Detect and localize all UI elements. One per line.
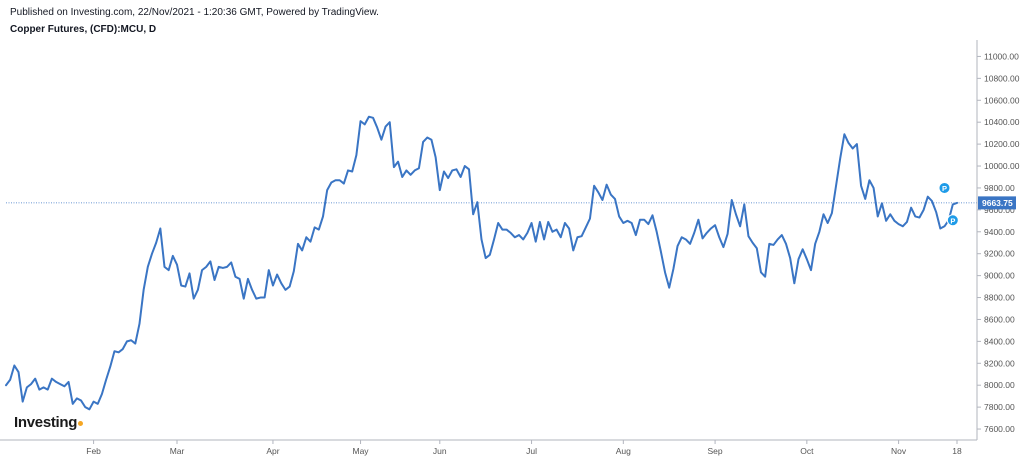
x-tick-label: Oct (800, 446, 814, 456)
y-tick-label: 8600.00 (984, 314, 1015, 324)
last-price-tag: 9663.75 (978, 196, 1016, 210)
event-marker-label: P (950, 216, 955, 225)
y-tick-label: 8000.00 (984, 380, 1015, 390)
x-tick-label: Apr (266, 446, 279, 456)
x-tick-label: Nov (891, 446, 907, 456)
x-tick-label: May (353, 446, 370, 456)
chart-title: Copper Futures, (CFD):MCU, D (10, 24, 157, 35)
y-tick-label: 9200.00 (984, 249, 1015, 259)
y-tick-label: 10400.00 (984, 117, 1020, 127)
y-tick-label: 10200.00 (984, 139, 1020, 149)
y-tick-label: 8200.00 (984, 358, 1015, 368)
last-price-tag-bg (978, 196, 1016, 210)
y-tick-label: 9000.00 (984, 271, 1015, 281)
y-tick-label: 8400.00 (984, 336, 1015, 346)
x-tick-label: Feb (86, 446, 101, 456)
y-tick-label: 11000.00 (984, 51, 1019, 61)
y-tick-label: 7600.00 (984, 424, 1015, 434)
y-tick-label: 9800.00 (984, 183, 1015, 193)
event-marker-dot (946, 214, 959, 227)
y-tick-label: 10000.00 (984, 161, 1020, 171)
price-series-line (5, 115, 958, 411)
event-marker-label: P (942, 184, 947, 193)
event-marker-dot (938, 181, 951, 194)
y-tick-label: 9600.00 (984, 205, 1015, 215)
y-tick-label: 10600.00 (984, 95, 1020, 105)
x-tick-label: Jul (526, 446, 537, 456)
y-tick-label: 8800.00 (984, 293, 1015, 303)
x-tick-label: 18 (952, 446, 962, 456)
y-tick-label: 9400.00 (984, 227, 1015, 237)
x-tick-label: Aug (616, 446, 631, 456)
y-tick-label: 10800.00 (984, 73, 1020, 83)
logo-dot-icon (78, 421, 84, 426)
event-marker: P (946, 214, 959, 227)
x-tick-label: Jun (433, 446, 447, 456)
investing-logo: Investing (14, 414, 84, 431)
last-price-tag-text: 9663.75 (982, 198, 1013, 208)
published-caption: Published on Investing.com, 22/Nov/2021 … (10, 7, 379, 18)
y-tick-label: 7800.00 (984, 402, 1015, 412)
x-tick-label: Sep (708, 446, 723, 456)
x-tick-label: Mar (170, 446, 185, 456)
event-marker: P (938, 181, 951, 194)
logo-text: Investing (14, 414, 78, 431)
